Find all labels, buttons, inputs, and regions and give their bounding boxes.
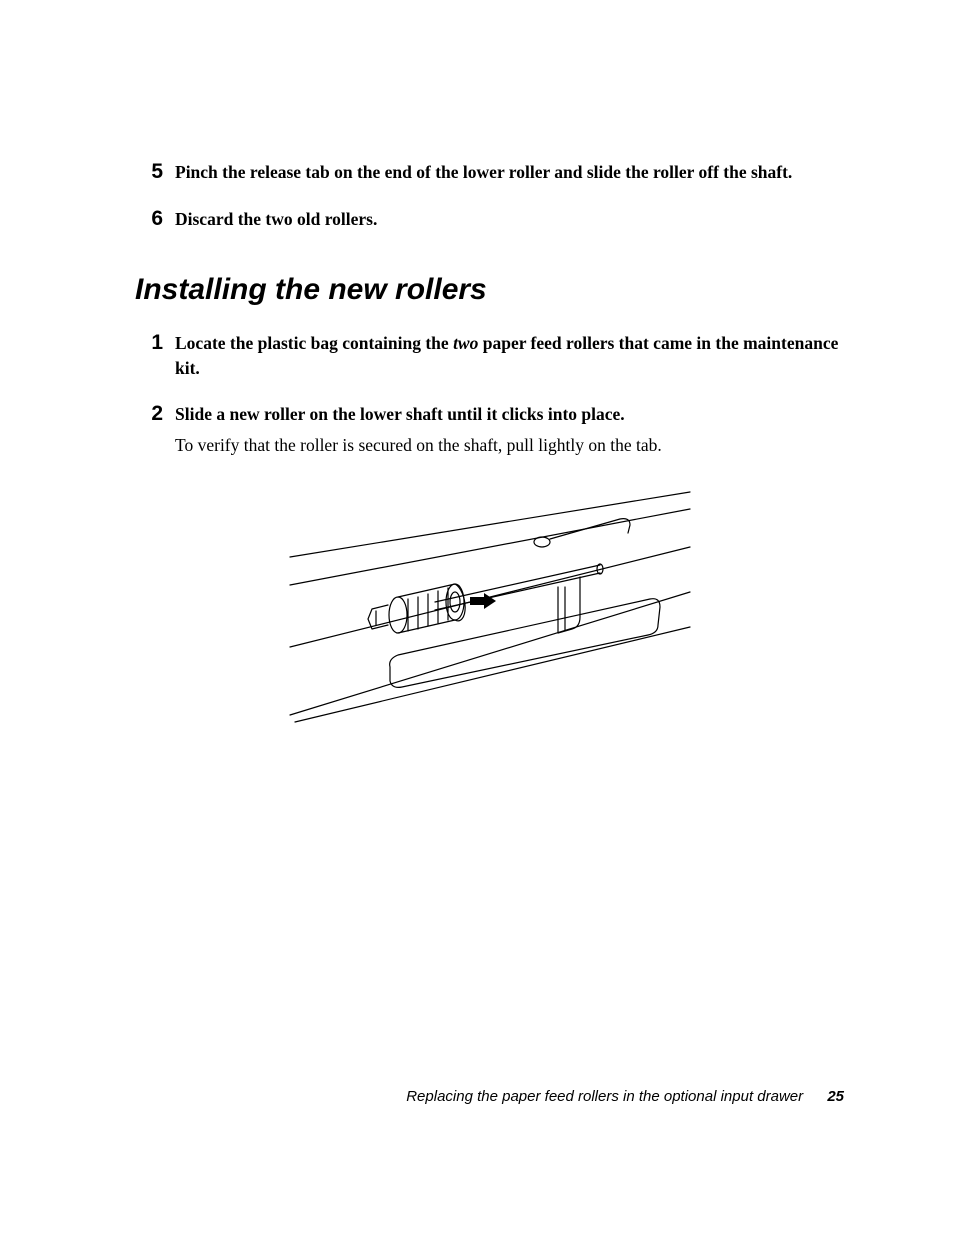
step-body: Discard the two old rollers. [175, 207, 844, 232]
step-text: Discard the two old rollers. [175, 207, 844, 232]
footer-text: Replacing the paper feed rollers in the … [406, 1088, 803, 1105]
page-number: 25 [827, 1088, 844, 1105]
step-body: Slide a new roller on the lower shaft un… [175, 402, 844, 457]
step-body: Locate the plastic bag containing the tw… [175, 331, 844, 380]
step-text-bold: Slide a new roller on the lower shaft un… [175, 402, 844, 427]
step-5: 5 Pinch the release tab on the end of th… [135, 160, 844, 185]
step-number: 2 [135, 402, 163, 425]
step-number: 1 [135, 331, 163, 354]
page-footer: Replacing the paper feed rollers in the … [406, 1088, 844, 1105]
step-text-italic: two [453, 333, 478, 353]
roller-diagram [280, 487, 700, 727]
step-text-plain: To verify that the roller is secured on … [175, 433, 844, 458]
step-text-pre: Locate the plastic bag containing the [175, 333, 453, 353]
step-text: Pinch the release tab on the end of the … [175, 160, 844, 185]
step-body: Pinch the release tab on the end of the … [175, 160, 844, 185]
step-number: 5 [135, 160, 163, 183]
step-text: Locate the plastic bag containing the tw… [175, 331, 844, 380]
section-heading: Installing the new rollers [135, 273, 844, 307]
step-2: 2 Slide a new roller on the lower shaft … [135, 402, 844, 457]
step-number: 6 [135, 207, 163, 230]
step-6: 6 Discard the two old rollers. [135, 207, 844, 232]
step-1: 1 Locate the plastic bag containing the … [135, 331, 844, 380]
